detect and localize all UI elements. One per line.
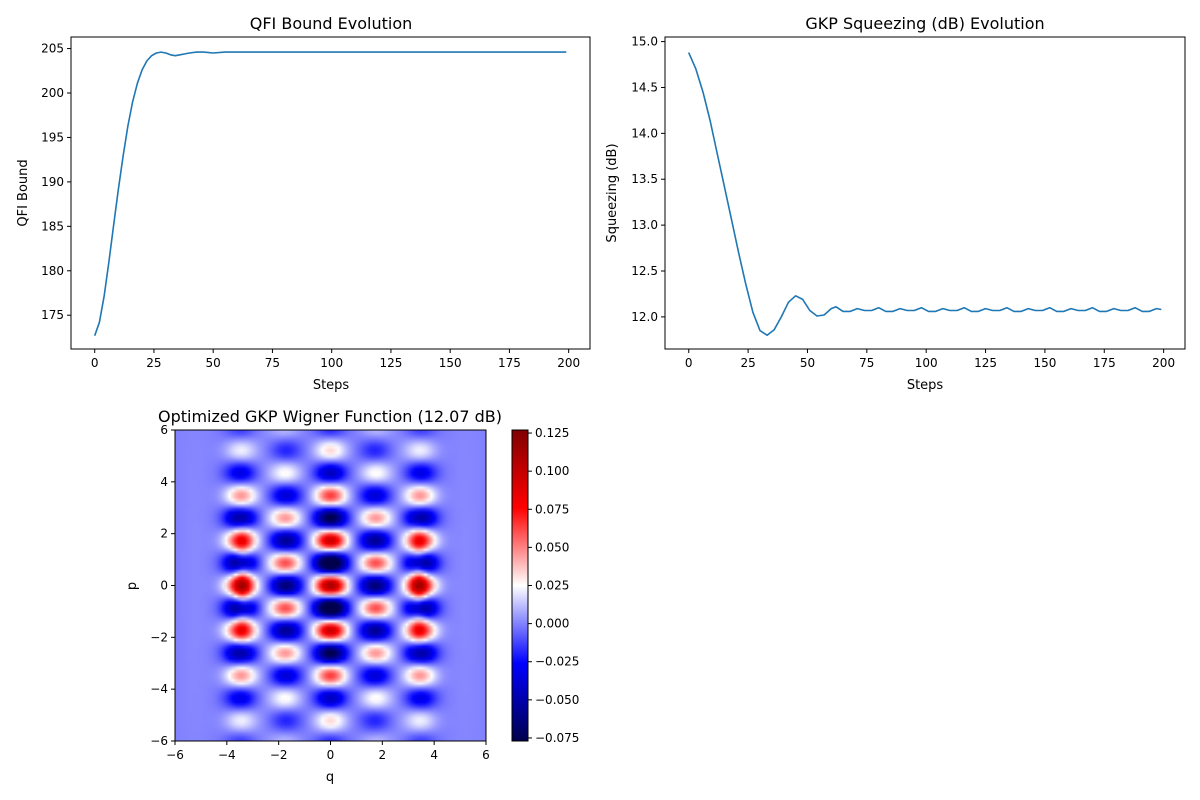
colorbar-tick-label: 0.100 xyxy=(535,464,569,478)
wigner-xtick-label: −6 xyxy=(166,748,184,762)
squeezing-xtick-label: 0 xyxy=(685,356,693,370)
wigner-xtick-label: −4 xyxy=(218,748,236,762)
colorbar-tick-label: 0.050 xyxy=(535,540,569,554)
squeezing-ylabel: Squeezing (dB) xyxy=(605,143,620,242)
wigner-ytick-label: −4 xyxy=(150,682,168,696)
colorbar-tick-label: −0.075 xyxy=(535,731,579,745)
qfi-xtick-label: 200 xyxy=(557,356,580,370)
wigner-ytick-label: 2 xyxy=(160,527,168,541)
qfi-ytick-label: 185 xyxy=(41,219,64,233)
wigner-ytick-label: 6 xyxy=(160,423,168,437)
wigner-xtick-label: 0 xyxy=(327,748,335,762)
qfi-ytick-label: 175 xyxy=(41,308,64,322)
wigner-heatmap-raster xyxy=(175,430,486,741)
qfi-xlabel: Steps xyxy=(313,378,350,393)
wigner-chart: Optimized GKP Wigner Function (12.07 dB)… xyxy=(125,407,579,785)
wigner-xtick-label: −2 xyxy=(270,748,288,762)
qfi-xtick-label: 150 xyxy=(439,356,462,370)
wigner-ytick-label: 0 xyxy=(160,579,168,593)
qfi-ytick-label: 180 xyxy=(41,264,64,278)
qfi-xtick-label: 100 xyxy=(320,356,343,370)
wigner-ticks: −6 −4 −2 0 2 4 6 −6 −4 −2 0 2 4 6 xyxy=(150,423,490,762)
colorbar-tick-label: 0.125 xyxy=(535,426,569,440)
qfi-ytick-label: 190 xyxy=(41,175,64,189)
qfi-ytick-label: 195 xyxy=(41,130,64,144)
qfi-title: QFI Bound Evolution xyxy=(250,14,413,33)
squeezing-ytick-label: 14.5 xyxy=(631,80,658,94)
colorbar-tick-label: 0.075 xyxy=(535,502,569,516)
wigner-colorbar xyxy=(511,429,529,742)
squeezing-xtick-label: 125 xyxy=(974,356,997,370)
colorbar-tick-label: 0.025 xyxy=(535,579,569,593)
qfi-xtick-label: 50 xyxy=(206,356,221,370)
wigner-xlabel: q xyxy=(326,770,334,785)
squeezing-xlabel: Steps xyxy=(907,378,944,393)
squeezing-series-line xyxy=(687,52,1162,337)
wigner-xtick-label: 2 xyxy=(379,748,387,762)
squeezing-ytick-label: 15.0 xyxy=(631,35,658,49)
squeezing-xtick-label: 100 xyxy=(915,356,938,370)
colorbar-tick-label: −0.025 xyxy=(535,655,579,669)
wigner-ytick-label: 4 xyxy=(160,475,168,489)
squeezing-xtick-label: 175 xyxy=(1093,356,1116,370)
squeezing-xtick-label: 75 xyxy=(859,356,874,370)
squeezing-ytick-label: 14.0 xyxy=(631,126,658,140)
squeezing-xtick-label: 25 xyxy=(740,356,755,370)
squeezing-ytick-label: 13.5 xyxy=(631,172,658,186)
qfi-ylabel: QFI Bound xyxy=(16,159,31,226)
colorbar-tick-label: 0.000 xyxy=(535,617,569,631)
wigner-heatmap-image xyxy=(175,430,486,741)
wigner-xtick-label: 6 xyxy=(482,748,490,762)
wigner-ytick-label: −6 xyxy=(150,734,168,748)
squeezing-xtick-label: 200 xyxy=(1152,356,1175,370)
wigner-colorbar-ticks: 0.125 0.100 0.075 0.050 0.025 0.000 −0.025 −0.0… xyxy=(528,426,579,745)
qfi-axes-frame xyxy=(70,36,591,350)
qfi-xtick-label: 175 xyxy=(498,356,521,370)
squeezing-chart: GKP Squeezing (dB) Evolution 0 25 50 75 100 1… xyxy=(605,14,1186,393)
squeezing-title: GKP Squeezing (dB) Evolution xyxy=(805,14,1044,33)
wigner-ylabel: p xyxy=(125,582,140,590)
colorbar-tick-label: −0.050 xyxy=(535,693,579,707)
squeezing-xtick-label: 50 xyxy=(800,356,815,370)
wigner-ytick-label: −2 xyxy=(150,630,168,644)
wigner-xtick-label: 4 xyxy=(430,748,438,762)
qfi-xtick-label: 25 xyxy=(146,356,161,370)
squeezing-axes-frame xyxy=(664,36,1186,350)
qfi-ytick-label: 205 xyxy=(41,42,64,56)
squeezing-xtick-label: 150 xyxy=(1033,356,1056,370)
qfi-xtick-label: 125 xyxy=(379,356,402,370)
wigner-title: Optimized GKP Wigner Function (12.07 dB) xyxy=(158,407,502,426)
qfi-xtick-label: 0 xyxy=(91,356,99,370)
qfi-plot-area: 0 25 50 75 100 125 150 175 200 175 180 185 190 195 200… xyxy=(41,42,580,370)
squeezing-ytick-label: 13.0 xyxy=(631,218,658,232)
squeezing-ytick-label: 12.0 xyxy=(631,310,658,324)
qfi-series-line xyxy=(93,51,567,336)
squeezing-plot-area: 0 25 50 75 100 125 150 175 200 12.0 12.5 13.0 13.5 14… xyxy=(631,35,1175,370)
qfi-xtick-label: 75 xyxy=(265,356,280,370)
squeezing-ytick-label: 12.5 xyxy=(631,264,658,278)
qfi-chart: QFI Bound Evolution 0 25 50 75 100 125 150 175 2… xyxy=(16,14,591,393)
qfi-ytick-label: 200 xyxy=(41,86,64,100)
